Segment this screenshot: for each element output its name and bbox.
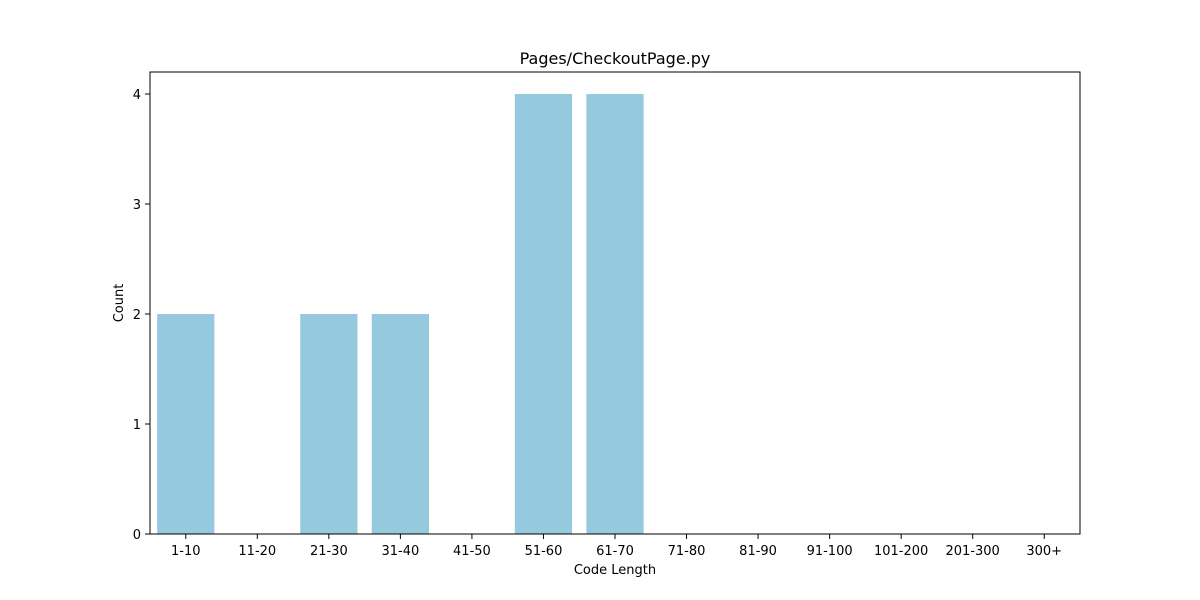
- y-tick-label: 3: [133, 198, 141, 213]
- bar-21-30: [300, 314, 358, 534]
- x-tick-label: 31-40: [381, 544, 419, 559]
- x-tick-label: 61-70: [596, 544, 634, 559]
- x-tick-label: 11-20: [238, 544, 276, 559]
- x-tick-label: 81-90: [739, 544, 777, 559]
- chart-title: Pages/CheckoutPage.py: [520, 49, 711, 68]
- x-tick-label: 91-100: [807, 544, 853, 559]
- x-axis-label: Code Length: [574, 563, 656, 578]
- bar-61-70: [586, 94, 644, 534]
- bars-group: [157, 94, 644, 534]
- y-axis: 0 1 2 3 4: [133, 88, 150, 543]
- x-tick-label: 300+: [1026, 544, 1062, 559]
- y-tick-label: 0: [133, 528, 141, 543]
- y-tick-label: 2: [133, 308, 141, 323]
- x-axis: 1-10 11-20 21-30 31-40 41-50 51-60 61-70 71-80 8…: [171, 534, 1062, 559]
- x-tick-label: 101-200: [874, 544, 928, 559]
- bar-31-40: [371, 314, 429, 534]
- x-tick-label: 71-80: [668, 544, 706, 559]
- y-tick-label: 1: [133, 418, 141, 433]
- x-tick-label: 21-30: [310, 544, 348, 559]
- y-tick-label: 4: [133, 88, 141, 103]
- x-tick-label: 41-50: [453, 544, 491, 559]
- x-tick-label: 201-300: [946, 544, 1000, 559]
- bar-51-60: [514, 94, 573, 534]
- y-axis-label: Count: [112, 284, 127, 323]
- bar-1-10: [157, 314, 215, 534]
- x-tick-label: 1-10: [171, 544, 201, 559]
- x-tick-label: 51-60: [525, 544, 563, 559]
